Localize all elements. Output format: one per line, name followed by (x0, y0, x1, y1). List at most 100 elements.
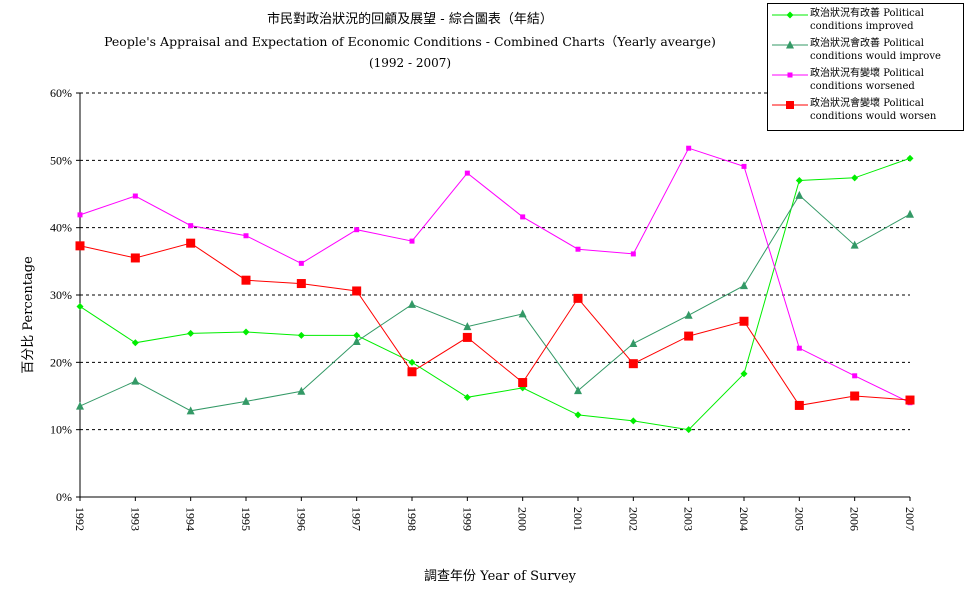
y-tick-labels: 0% 10% 20% 30% 40% 50% 60% (50, 86, 72, 504)
series-group (75, 145, 915, 434)
chart-subtitle-years: (1992 - 2007) (368, 56, 452, 70)
data-point (518, 378, 528, 388)
data-point (740, 370, 748, 378)
x-tick-label: 2003 (682, 507, 696, 531)
data-point (573, 293, 583, 303)
x-tick-label: 2000 (516, 507, 530, 531)
data-point (409, 238, 415, 244)
legend-marker-square-icon (772, 101, 808, 109)
data-point (575, 246, 581, 252)
data-point (243, 233, 249, 239)
data-point (795, 190, 804, 199)
data-point (242, 328, 250, 336)
x-tick-label: 2007 (903, 507, 917, 531)
y-tick-label: 20% (50, 355, 72, 369)
x-tick-label: 2005 (792, 507, 806, 531)
data-point (796, 345, 802, 351)
data-point (905, 395, 915, 405)
data-point (462, 332, 472, 342)
legend-item-improved: 政治狀況有改善 Political conditions improved (768, 6, 963, 36)
series-1 (76, 190, 914, 415)
data-point (906, 154, 914, 162)
legend-label-zh: 政治狀況有變壞 (810, 68, 880, 79)
x-tick-label: 2002 (626, 507, 640, 531)
data-point (574, 411, 582, 419)
data-point (186, 238, 196, 248)
data-point (76, 401, 84, 410)
series-2 (77, 145, 913, 406)
x-tick-label: 1992 (73, 507, 87, 531)
data-point (685, 426, 693, 434)
y-tick-label: 0% (56, 490, 72, 504)
series-line (79, 242, 911, 406)
x-tick-labels: 1992 1993 1994 1995 1996 1997 1998 1999 2000 2001… (73, 507, 917, 531)
data-point (463, 393, 471, 401)
data-point (352, 286, 362, 296)
legend-label-en: Political conditions would improve (810, 38, 941, 62)
y-tick-label: 60% (50, 86, 72, 100)
legend-label-zh: 政治狀況有改善 (810, 8, 880, 19)
legend-label-zh: 政治狀況會改善 (810, 38, 880, 49)
data-point (186, 406, 195, 415)
x-tick-label: 1996 (294, 507, 308, 531)
x-tick-label: 1993 (128, 507, 142, 531)
data-point (132, 193, 138, 199)
series-line (79, 194, 911, 412)
data-point (741, 163, 747, 169)
data-point (686, 145, 692, 151)
series-line (79, 147, 911, 404)
data-point (75, 241, 85, 251)
x-tick-label: 1994 (184, 507, 198, 531)
data-point (684, 331, 694, 341)
data-point (297, 331, 305, 339)
data-point (77, 212, 83, 218)
data-point (628, 359, 638, 369)
chart-title: 市民對政治狀況的回顧及展望 - 綜合圖表（年結） (267, 12, 553, 27)
data-point (794, 400, 804, 410)
y-tick-label: 40% (50, 221, 72, 235)
data-point (353, 331, 361, 339)
data-point (574, 386, 582, 395)
data-point (520, 214, 526, 220)
data-point (408, 299, 416, 308)
legend-label-zh: 政治狀況會變壞 (810, 98, 880, 109)
legend-marker-triangle-icon (772, 40, 808, 49)
data-point (354, 227, 360, 233)
x-tick-label: 2006 (848, 507, 862, 531)
data-point (298, 260, 304, 266)
data-point (795, 177, 803, 185)
data-point (188, 223, 194, 229)
data-point (518, 309, 527, 318)
series-line (79, 157, 911, 431)
data-point (242, 396, 250, 405)
legend: 政治狀況有改善 Political conditions improved 政治… (767, 3, 964, 131)
data-point (131, 339, 139, 347)
legend-label-en: Political conditions worsened (810, 68, 924, 92)
data-point (850, 240, 859, 249)
data-point (408, 358, 416, 366)
legend-item-would-improve: 政治狀況會改善 Political conditions would impro… (768, 36, 963, 66)
x-axis-label: 調查年份 Year of Survey (424, 569, 577, 584)
legend-marker-diamond-icon (772, 11, 808, 19)
data-point (629, 417, 637, 425)
legend-marker-square-small-icon (772, 72, 808, 78)
data-point (463, 322, 472, 331)
legend-label-en: Political conditions improved (810, 8, 924, 32)
data-point (850, 391, 860, 401)
x-tick-label: 1999 (460, 507, 474, 531)
y-tick-label: 30% (50, 288, 72, 302)
data-point (739, 316, 749, 326)
y-tick-label: 10% (50, 423, 72, 437)
data-point (852, 373, 858, 379)
data-point (352, 336, 361, 345)
legend-item-worsened: 政治狀況有變壞 Political conditions worsened (768, 66, 963, 96)
legend-item-would-worsen: 政治狀況會變壞 Political conditions would worse… (768, 96, 963, 126)
data-point (296, 279, 306, 289)
series-3 (75, 238, 915, 410)
y-tick-label: 50% (50, 153, 72, 167)
data-point (131, 376, 140, 385)
chart-subtitle: People's Appraisal and Expectation of Ec… (104, 34, 716, 49)
x-tick-label: 1997 (350, 507, 364, 531)
data-point (740, 281, 748, 290)
